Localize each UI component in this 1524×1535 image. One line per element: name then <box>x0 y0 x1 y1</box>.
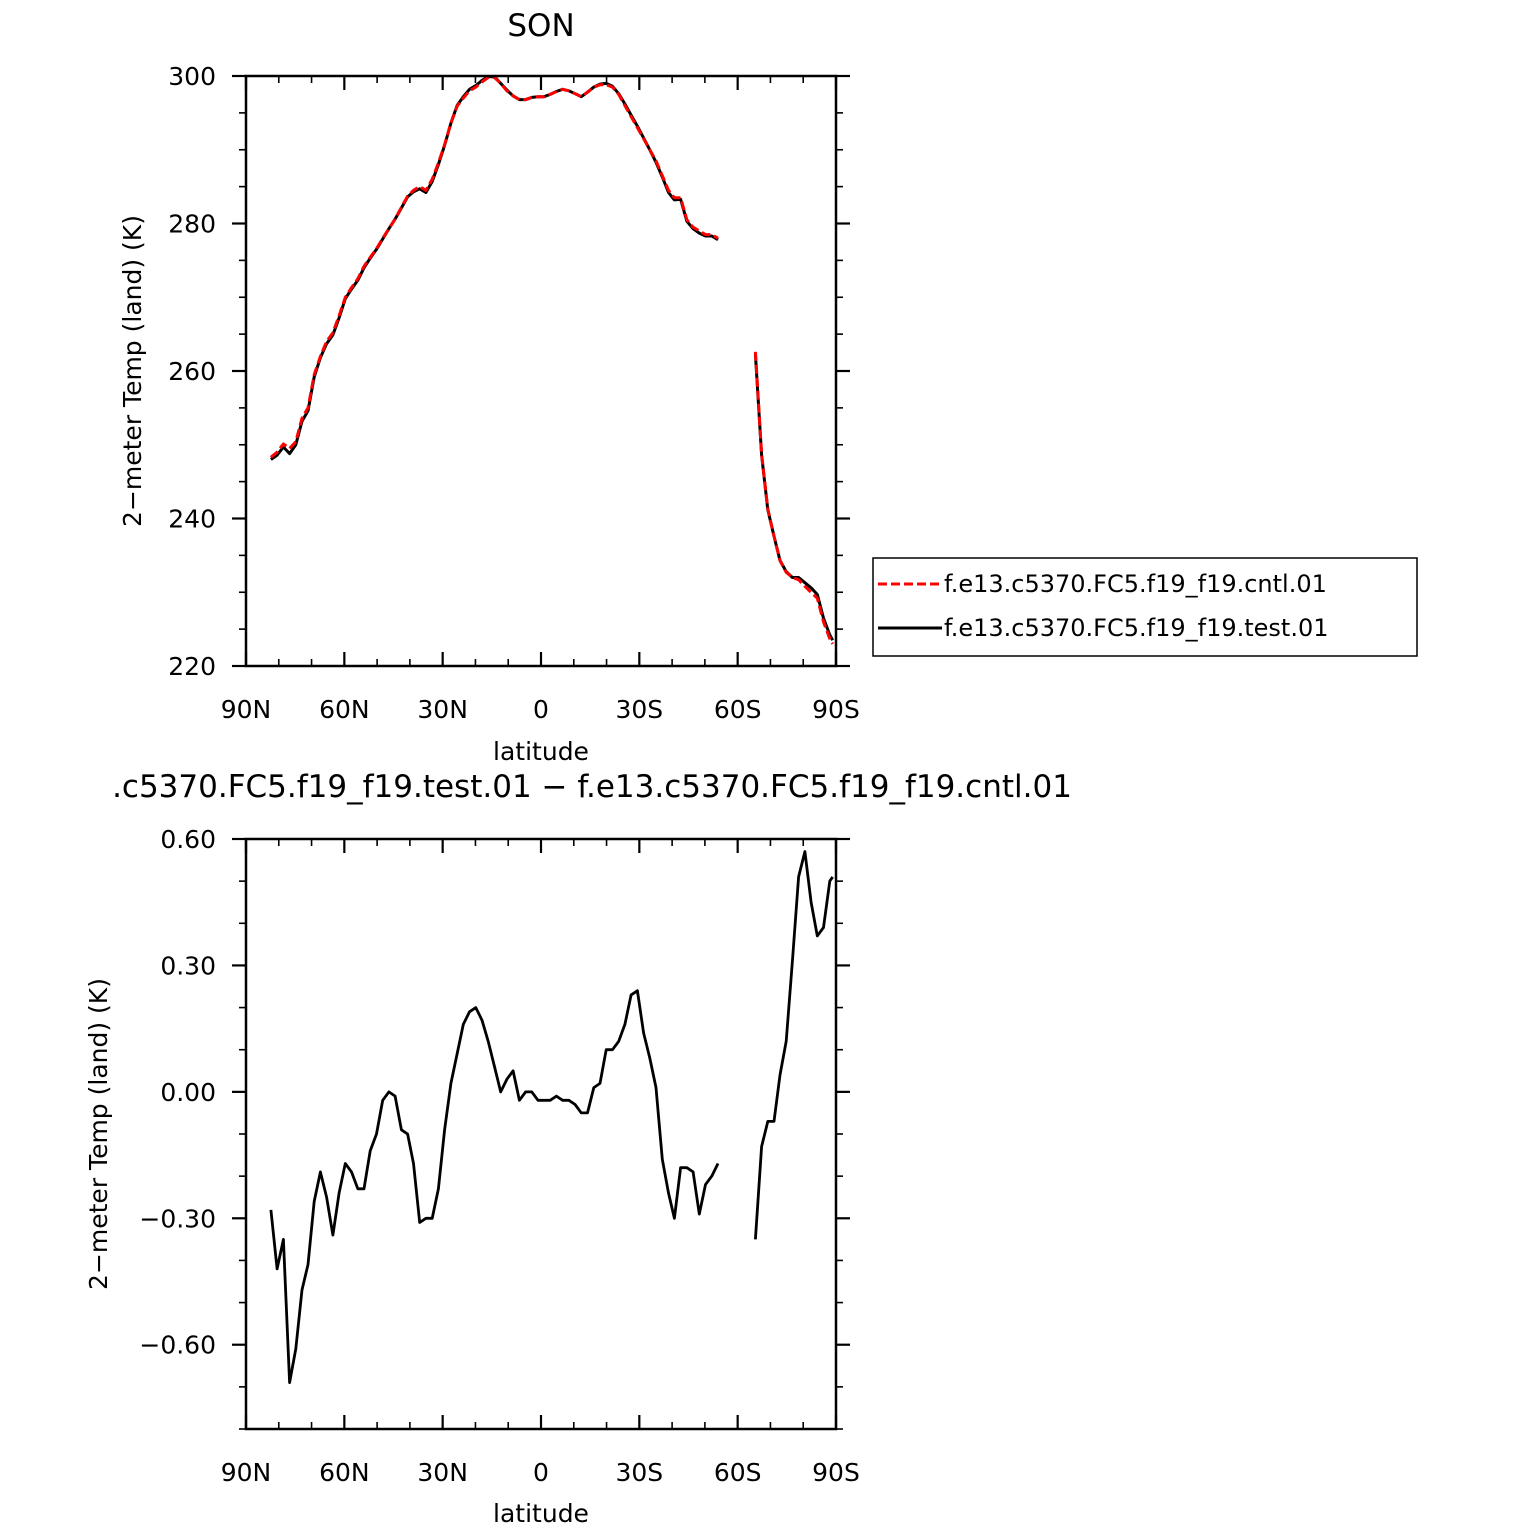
bottom-data-lines <box>269 850 834 1384</box>
legend: f.e13.c5370.FC5.f19_f19.cntl.01 f.e13.c5… <box>872 557 1418 657</box>
top-series-cntl-line-segment-1 <box>753 351 835 645</box>
bottom-x-tick-label: 60N <box>319 1458 370 1487</box>
top-x-tick-label: 0 <box>533 695 549 724</box>
bottom-series-diff-line-segment-1 <box>754 850 834 1240</box>
bottom-y-tick-label: 0.60 <box>160 825 216 854</box>
bottom-x-tick-label: 0 <box>533 1458 549 1487</box>
bottom-series-diff-line-segment-0 <box>269 989 720 1384</box>
bottom-y-tick-labels: −0.60 −0.30 0.00 0.30 0.60 <box>139 825 216 1360</box>
top-x-tick-label: 30S <box>615 695 663 724</box>
bottom-panel-title: .c5370.FC5.f19_f19.test.01 − f.e13.c5370… <box>112 769 1072 805</box>
legend-label-test: f.e13.c5370.FC5.f19_f19.test.01 <box>944 614 1329 642</box>
top-y-tick-label: 240 <box>168 505 216 534</box>
bottom-x-tick-labels: 90N 60N 30N 0 30S 60S 90S <box>221 1458 860 1487</box>
bottom-x-axis-label: latitude <box>493 1499 589 1528</box>
top-y-tick-label: 260 <box>168 357 216 386</box>
top-x-tick-label: 60S <box>714 695 762 724</box>
bottom-y-tick-label: −0.60 <box>139 1331 216 1360</box>
top-y-tick-labels: 220 240 260 280 300 <box>168 62 216 681</box>
bottom-x-tick-label: 90S <box>812 1458 860 1487</box>
top-y-tick-label: 300 <box>168 62 216 91</box>
top-x-tick-label: 60N <box>319 695 370 724</box>
top-y-tick-label: 280 <box>168 210 216 239</box>
top-x-tick-label: 90S <box>812 695 860 724</box>
top-x-axis-label: latitude <box>493 737 589 766</box>
bottom-y-tick-label: 0.30 <box>160 951 216 980</box>
top-x-tick-labels: 90N 60N 30N 0 30S 60S 90S <box>221 695 860 724</box>
top-x-tick-label: 30N <box>417 695 468 724</box>
bottom-y-tick-label: 0.00 <box>160 1078 216 1107</box>
bottom-plot-frame <box>244 837 838 1431</box>
bottom-x-tick-label: 90N <box>221 1458 272 1487</box>
bottom-x-tick-label: 30N <box>417 1458 468 1487</box>
top-y-tick-label: 220 <box>168 652 216 681</box>
bottom-y-tick-label: −0.30 <box>139 1204 216 1233</box>
top-plot-frame <box>244 74 838 668</box>
legend-label-cntl: f.e13.c5370.FC5.f19_f19.cntl.01 <box>944 570 1327 598</box>
top-panel-title: SON <box>507 8 574 44</box>
top-series-cntl-line-segment-0 <box>269 76 719 459</box>
bottom-y-axis-label: 2−meter Temp (land) (K) <box>84 978 113 1290</box>
top-y-axis-label: 2−meter Temp (land) (K) <box>118 215 147 527</box>
top-panel: SON 90N 60N 30N 0 30S 60S 90S 220240260280300 … <box>118 8 860 766</box>
bottom-x-tick-label: 60S <box>714 1458 762 1487</box>
top-x-tick-label: 90N <box>221 695 272 724</box>
legend-box <box>872 557 1418 657</box>
bottom-panel: .c5370.FC5.f19_f19.test.01 − f.e13.c5370… <box>84 769 1072 1528</box>
bottom-x-tick-label: 30S <box>615 1458 663 1487</box>
